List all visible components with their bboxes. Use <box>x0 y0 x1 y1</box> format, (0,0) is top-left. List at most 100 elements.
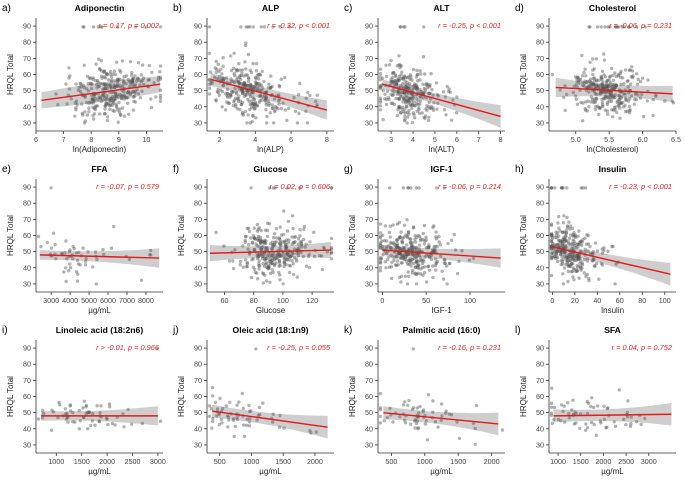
data-point <box>594 83 599 87</box>
data-point <box>138 96 143 100</box>
data-point <box>567 411 571 416</box>
data-point <box>611 244 615 249</box>
data-point <box>581 101 585 105</box>
data-point <box>388 235 392 239</box>
data-point <box>385 258 390 262</box>
data-point <box>252 236 257 240</box>
stat-annotation: r = 0.17, p = 0.002 <box>99 21 159 30</box>
data-point <box>429 257 434 261</box>
data-point <box>232 80 237 85</box>
data-point <box>565 215 569 220</box>
data-point <box>563 250 568 254</box>
stat-r: r = -0.07, <box>96 182 128 191</box>
data-point <box>244 67 248 71</box>
data-point <box>287 106 291 111</box>
data-point <box>427 243 431 247</box>
data-point <box>590 97 595 102</box>
data-point <box>262 241 266 245</box>
data-point <box>255 74 259 78</box>
data-point <box>406 86 411 91</box>
data-point <box>146 78 151 82</box>
data-point <box>411 111 415 115</box>
data-point <box>225 92 230 96</box>
data-point <box>426 105 431 109</box>
data-point <box>264 90 269 94</box>
data-point <box>423 255 427 259</box>
data-point <box>86 410 91 415</box>
x-tick-label: 6 <box>34 135 38 144</box>
y-tick-label: 70 <box>23 376 31 385</box>
data-point <box>247 403 251 408</box>
data-point <box>105 72 110 77</box>
y-tick-label: 30 <box>365 440 373 449</box>
data-point <box>66 415 70 420</box>
data-point <box>128 91 132 95</box>
data-point <box>243 83 247 87</box>
y-tick-label: 80 <box>536 199 544 208</box>
data-point <box>413 265 418 269</box>
data-point <box>277 258 282 263</box>
x-tick-label: 120 <box>306 296 318 305</box>
data-point <box>408 73 413 77</box>
data-point <box>549 413 554 418</box>
data-point <box>274 240 278 244</box>
data-point <box>115 93 120 97</box>
data-point <box>580 74 585 78</box>
data-point <box>558 88 562 92</box>
data-point <box>591 72 595 77</box>
data-point <box>272 251 276 256</box>
data-point <box>382 419 386 423</box>
data-point <box>219 67 223 72</box>
data-point <box>109 246 114 250</box>
data-point <box>288 254 292 258</box>
data-point <box>643 416 647 421</box>
data-point <box>396 263 400 267</box>
data-point <box>591 82 596 86</box>
data-point <box>208 81 212 85</box>
data-point <box>604 426 608 430</box>
data-point <box>252 107 257 111</box>
data-point <box>275 105 279 110</box>
data-point <box>251 25 256 29</box>
data-point <box>116 120 120 124</box>
data-point <box>443 261 447 266</box>
x-tick-label: 8 <box>325 135 329 144</box>
data-point <box>597 78 601 82</box>
data-point <box>257 82 262 86</box>
data-point <box>630 65 634 69</box>
data-point <box>250 120 254 124</box>
data-point <box>278 273 282 277</box>
data-point <box>217 422 221 427</box>
data-point <box>126 101 130 105</box>
data-point <box>396 77 401 81</box>
points <box>214 186 334 286</box>
stat-r: r = -0.25, <box>267 343 299 352</box>
data-point <box>82 63 86 67</box>
data-point <box>270 240 274 244</box>
data-point <box>600 82 604 86</box>
data-point <box>306 90 310 95</box>
data-point <box>550 237 554 242</box>
data-point <box>398 235 402 240</box>
stat-annotation: r > -0.01, p = 0.966 <box>96 343 160 352</box>
points <box>378 347 505 447</box>
data-point <box>285 252 289 256</box>
data-point <box>130 79 135 83</box>
data-point <box>402 90 407 95</box>
data-point <box>594 433 599 437</box>
data-point <box>576 256 581 260</box>
data-point <box>604 94 608 98</box>
data-point <box>396 90 400 94</box>
data-point <box>279 233 284 237</box>
data-point <box>135 88 139 92</box>
data-point <box>109 75 114 79</box>
points <box>36 186 153 286</box>
data-point <box>399 76 403 81</box>
data-point <box>105 82 109 87</box>
data-point <box>559 250 563 254</box>
data-point <box>329 250 334 255</box>
data-point <box>562 404 566 408</box>
y-tick-label: 30 <box>536 279 544 288</box>
data-point <box>101 98 105 102</box>
data-point <box>400 105 405 110</box>
